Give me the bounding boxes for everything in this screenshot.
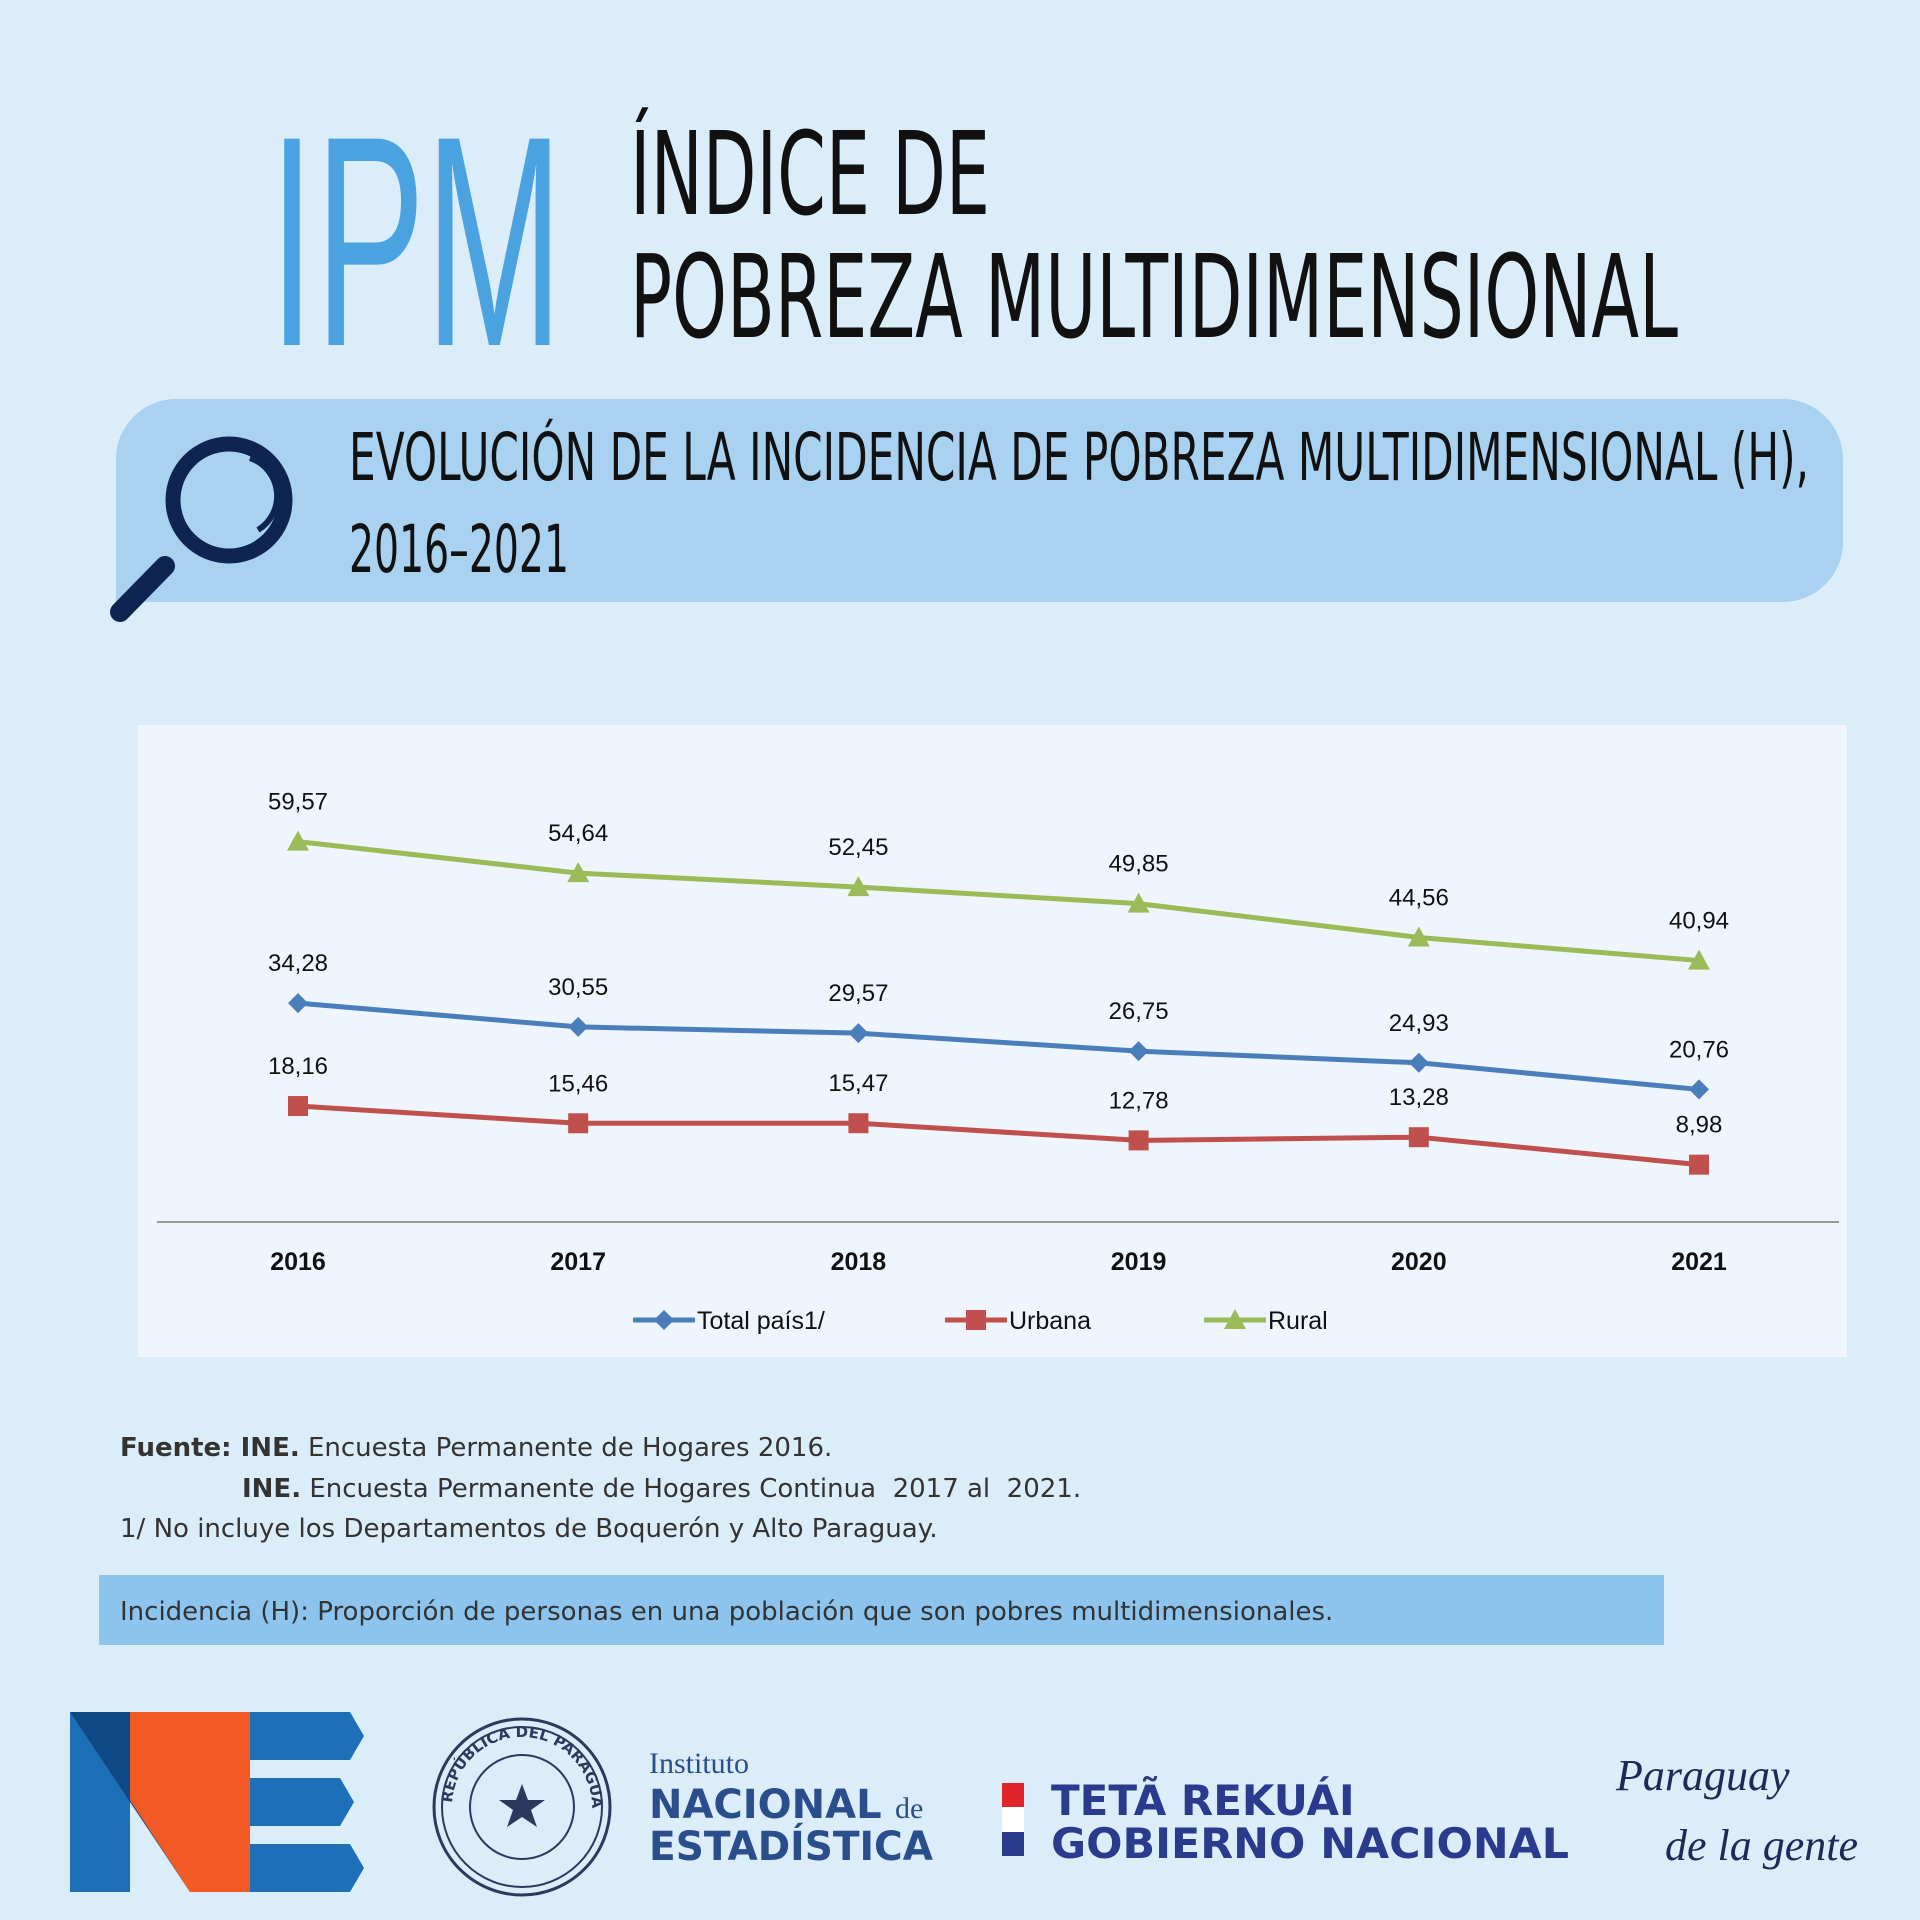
data-point	[287, 830, 309, 851]
gov-text: TETÃ REKUÁI	[1051, 1775, 1355, 1825]
chart-title: EVOLUCIÓN DE LA INCIDENCIA DE POBREZA MU…	[349, 419, 1809, 496]
data-point	[568, 1113, 589, 1134]
data-point	[568, 1016, 589, 1037]
flag-red	[1002, 1783, 1024, 1807]
flag-blue	[1002, 1832, 1024, 1856]
x-tick-label: 2021	[1671, 1248, 1727, 1276]
data-label: 30,55	[548, 974, 608, 1001]
data-label: 8,98	[1676, 1112, 1723, 1139]
data-point	[288, 993, 308, 1014]
data-label: 59,57	[268, 789, 328, 816]
x-tick-label: 2020	[1391, 1248, 1447, 1276]
x-tick-label: 2016	[270, 1248, 326, 1276]
legend-item: Total país1/	[633, 1307, 825, 1335]
data-label: 54,64	[548, 820, 608, 847]
legend-marker	[654, 1310, 674, 1330]
slogan: de la gente	[1665, 1821, 1858, 1870]
x-tick-label: 2019	[1111, 1248, 1167, 1276]
title-line: POBREZA MULTIDIMENSIONAL	[630, 231, 1678, 365]
source-line: INE. Encuesta Permanente de Hogares Cont…	[242, 1474, 1081, 1504]
series-line	[297, 1103, 1700, 1168]
series-line	[297, 1000, 1700, 1092]
data-point	[848, 1023, 869, 1044]
data-label: 52,45	[828, 834, 888, 861]
ine-text: Instituto	[649, 1747, 749, 1780]
source-label: Fuente: INE.	[120, 1433, 300, 1463]
data-point	[1689, 1079, 1709, 1100]
banner	[116, 399, 1843, 602]
flag-white	[1002, 1807, 1024, 1832]
slogan: Paraguay	[1615, 1751, 1790, 1800]
data-label: 34,28	[268, 950, 328, 977]
acronym: IPM	[269, 73, 563, 409]
data-label: 49,85	[1109, 851, 1169, 878]
ine-text: NACIONAL	[649, 1782, 882, 1828]
magnifier-handle	[110, 556, 175, 622]
definition: Incidencia (H): Proporción de personas e…	[120, 1597, 1333, 1627]
source-label: INE.	[242, 1474, 301, 1504]
data-point	[1408, 1052, 1429, 1073]
legend-item: Urbana	[945, 1307, 1091, 1335]
data-label: 13,28	[1389, 1084, 1449, 1111]
data-point	[1128, 1130, 1149, 1151]
definition-box	[99, 1575, 1664, 1645]
data-point	[288, 1096, 308, 1117]
data-label: 40,94	[1669, 908, 1729, 935]
data-label: 15,47	[828, 1070, 888, 1097]
legend-label: Urbana	[1009, 1307, 1091, 1335]
data-point	[848, 1113, 869, 1134]
source-note: 1/ No incluye los Departamentos de Boque…	[120, 1514, 938, 1544]
data-label: 20,76	[1669, 1036, 1729, 1063]
data-point	[1128, 1041, 1149, 1062]
data-label: 18,16	[268, 1053, 328, 1080]
magnifier-icon	[165, 436, 293, 564]
source-line: Fuente: INE. Encuesta Permanente de Hoga…	[120, 1433, 832, 1463]
data-label: 29,57	[828, 980, 888, 1007]
title-line: ÍNDICE DE	[630, 106, 990, 242]
data-label: 24,93	[1389, 1010, 1449, 1037]
chart: 2016 2017 2018 2019 2020 2021 34,28 30,55 29,57 2…	[157, 789, 1839, 1335]
x-tick-label: 2017	[550, 1248, 606, 1276]
ine-logo	[70, 1712, 364, 1892]
source-text: Encuesta Permanente de Hogares Continua …	[301, 1474, 1081, 1504]
data-point	[1407, 926, 1430, 947]
legend-marker	[966, 1310, 986, 1330]
data-point	[1689, 1154, 1709, 1175]
data-point	[1688, 949, 1710, 970]
data-label: 12,78	[1109, 1087, 1169, 1114]
legend-item: Rural	[1204, 1307, 1328, 1335]
legend-label: Rural	[1268, 1307, 1328, 1335]
gov-text: GOBIERNO NACIONAL	[1051, 1819, 1569, 1868]
legend-marker	[1224, 1309, 1246, 1329]
data-label: 44,56	[1389, 884, 1449, 911]
ine-text: ESTADÍSTICA	[649, 1822, 933, 1870]
data-point	[1408, 1127, 1429, 1148]
chart-subtitle: 2016–2021	[349, 511, 569, 588]
data-point	[567, 862, 590, 883]
legend-label: Total país1/	[697, 1307, 825, 1335]
data-point	[1127, 892, 1150, 913]
source-text: Encuesta Permanente de Hogares 2016.	[300, 1433, 833, 1463]
ine-text: de	[895, 1792, 923, 1825]
data-label: 15,46	[548, 1070, 608, 1097]
x-tick-label: 2018	[831, 1248, 887, 1276]
data-label: 26,75	[1109, 998, 1169, 1025]
magnifier-glint	[248, 455, 281, 533]
data-point	[847, 876, 870, 897]
series-line	[297, 839, 1700, 964]
